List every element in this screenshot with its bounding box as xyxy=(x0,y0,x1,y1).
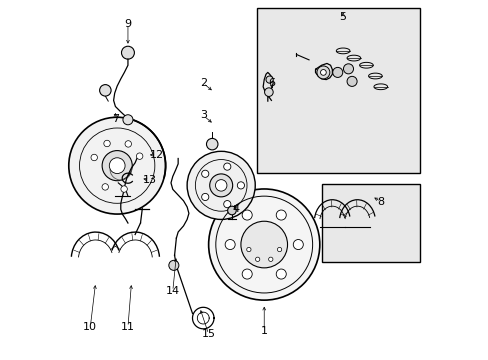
Circle shape xyxy=(223,201,230,208)
Text: 5: 5 xyxy=(339,12,346,22)
Circle shape xyxy=(103,140,110,147)
Circle shape xyxy=(215,180,226,191)
Circle shape xyxy=(227,206,236,215)
Circle shape xyxy=(246,247,250,252)
Text: 12: 12 xyxy=(149,150,163,160)
Circle shape xyxy=(91,154,97,161)
Circle shape xyxy=(168,260,179,270)
Bar xyxy=(257,8,419,173)
Text: 9: 9 xyxy=(124,19,131,29)
Circle shape xyxy=(69,117,165,214)
Circle shape xyxy=(121,186,127,192)
Circle shape xyxy=(125,141,131,147)
Text: 10: 10 xyxy=(83,322,97,332)
Text: 13: 13 xyxy=(142,175,156,185)
Circle shape xyxy=(332,67,342,77)
Circle shape xyxy=(122,115,133,125)
Circle shape xyxy=(293,239,303,249)
Circle shape xyxy=(242,269,252,279)
Circle shape xyxy=(102,184,108,190)
Circle shape xyxy=(209,174,232,197)
Circle shape xyxy=(264,88,273,96)
Text: 14: 14 xyxy=(165,286,180,296)
Circle shape xyxy=(100,85,111,96)
Circle shape xyxy=(109,158,125,174)
Text: 15: 15 xyxy=(201,329,215,339)
Text: 11: 11 xyxy=(121,322,135,332)
Circle shape xyxy=(201,193,208,201)
Circle shape xyxy=(206,138,218,150)
Circle shape xyxy=(276,269,285,279)
Circle shape xyxy=(224,239,235,249)
Circle shape xyxy=(102,150,132,181)
Circle shape xyxy=(187,151,255,220)
Text: 7: 7 xyxy=(112,114,119,124)
Text: 6: 6 xyxy=(267,78,274,88)
Circle shape xyxy=(223,163,230,170)
Text: 8: 8 xyxy=(376,197,384,207)
Circle shape xyxy=(268,257,272,261)
Circle shape xyxy=(316,66,329,79)
Circle shape xyxy=(255,257,259,261)
Circle shape xyxy=(343,64,353,74)
Circle shape xyxy=(241,221,287,268)
Circle shape xyxy=(277,247,281,252)
Text: 4: 4 xyxy=(231,204,239,214)
Circle shape xyxy=(201,170,208,177)
Circle shape xyxy=(242,210,252,220)
Circle shape xyxy=(320,69,325,75)
Circle shape xyxy=(276,210,285,220)
Bar xyxy=(321,184,419,262)
Circle shape xyxy=(346,76,356,86)
Circle shape xyxy=(265,76,273,83)
Text: 3: 3 xyxy=(200,111,206,121)
Text: 2: 2 xyxy=(199,78,206,88)
Circle shape xyxy=(136,153,142,159)
Circle shape xyxy=(237,182,244,189)
Circle shape xyxy=(121,46,134,59)
Text: 1: 1 xyxy=(260,325,267,336)
Circle shape xyxy=(208,189,319,300)
